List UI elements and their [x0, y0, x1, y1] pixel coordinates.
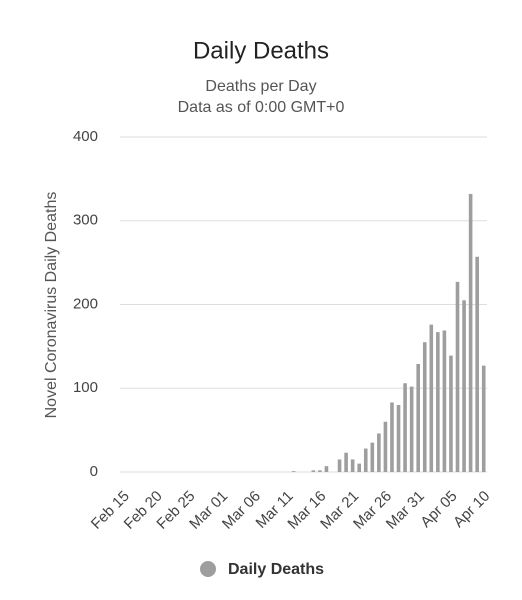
bar: [350, 459, 355, 472]
chart-subtitle: Data as of 0:00 GMT+0: [178, 99, 345, 116]
bar: [429, 324, 434, 472]
bar: [390, 402, 394, 472]
legend-label: Daily Deaths: [228, 561, 324, 578]
bar: [363, 448, 368, 472]
bar: [409, 386, 414, 472]
bar: [481, 365, 486, 472]
bar: [291, 471, 296, 472]
bar: [422, 342, 427, 472]
bar: [377, 433, 381, 472]
bar: [403, 383, 407, 472]
bar: [416, 363, 420, 472]
chart-subtitle: Deaths per Day: [205, 78, 316, 95]
bar: [344, 452, 348, 472]
x-tick-label: Apr 05: [417, 488, 460, 531]
legend-marker: [200, 561, 216, 577]
bar: [455, 281, 460, 472]
y-tick-label: 200: [73, 295, 98, 312]
y-tick-label: 100: [73, 379, 98, 396]
y-axis-label: Novel Coronavirus Daily Deaths: [43, 192, 60, 419]
bar: [311, 470, 316, 472]
chart-title: Daily Deaths: [193, 37, 329, 64]
x-tick-label: Apr 10: [450, 488, 493, 531]
bar: [436, 332, 440, 472]
bar: [449, 355, 453, 472]
bar: [396, 405, 401, 472]
y-tick-label: 300: [73, 212, 98, 229]
y-tick-label: 400: [73, 128, 98, 145]
bar: [442, 330, 447, 472]
bar: [318, 470, 322, 472]
bar: [468, 193, 473, 472]
bar: [462, 300, 466, 472]
bar: [475, 256, 479, 472]
y-tick-label: 0: [90, 463, 98, 480]
bar: [324, 466, 329, 472]
bar: [383, 421, 388, 472]
bar: [370, 442, 375, 472]
bar: [337, 459, 342, 472]
bar: [357, 463, 362, 472]
